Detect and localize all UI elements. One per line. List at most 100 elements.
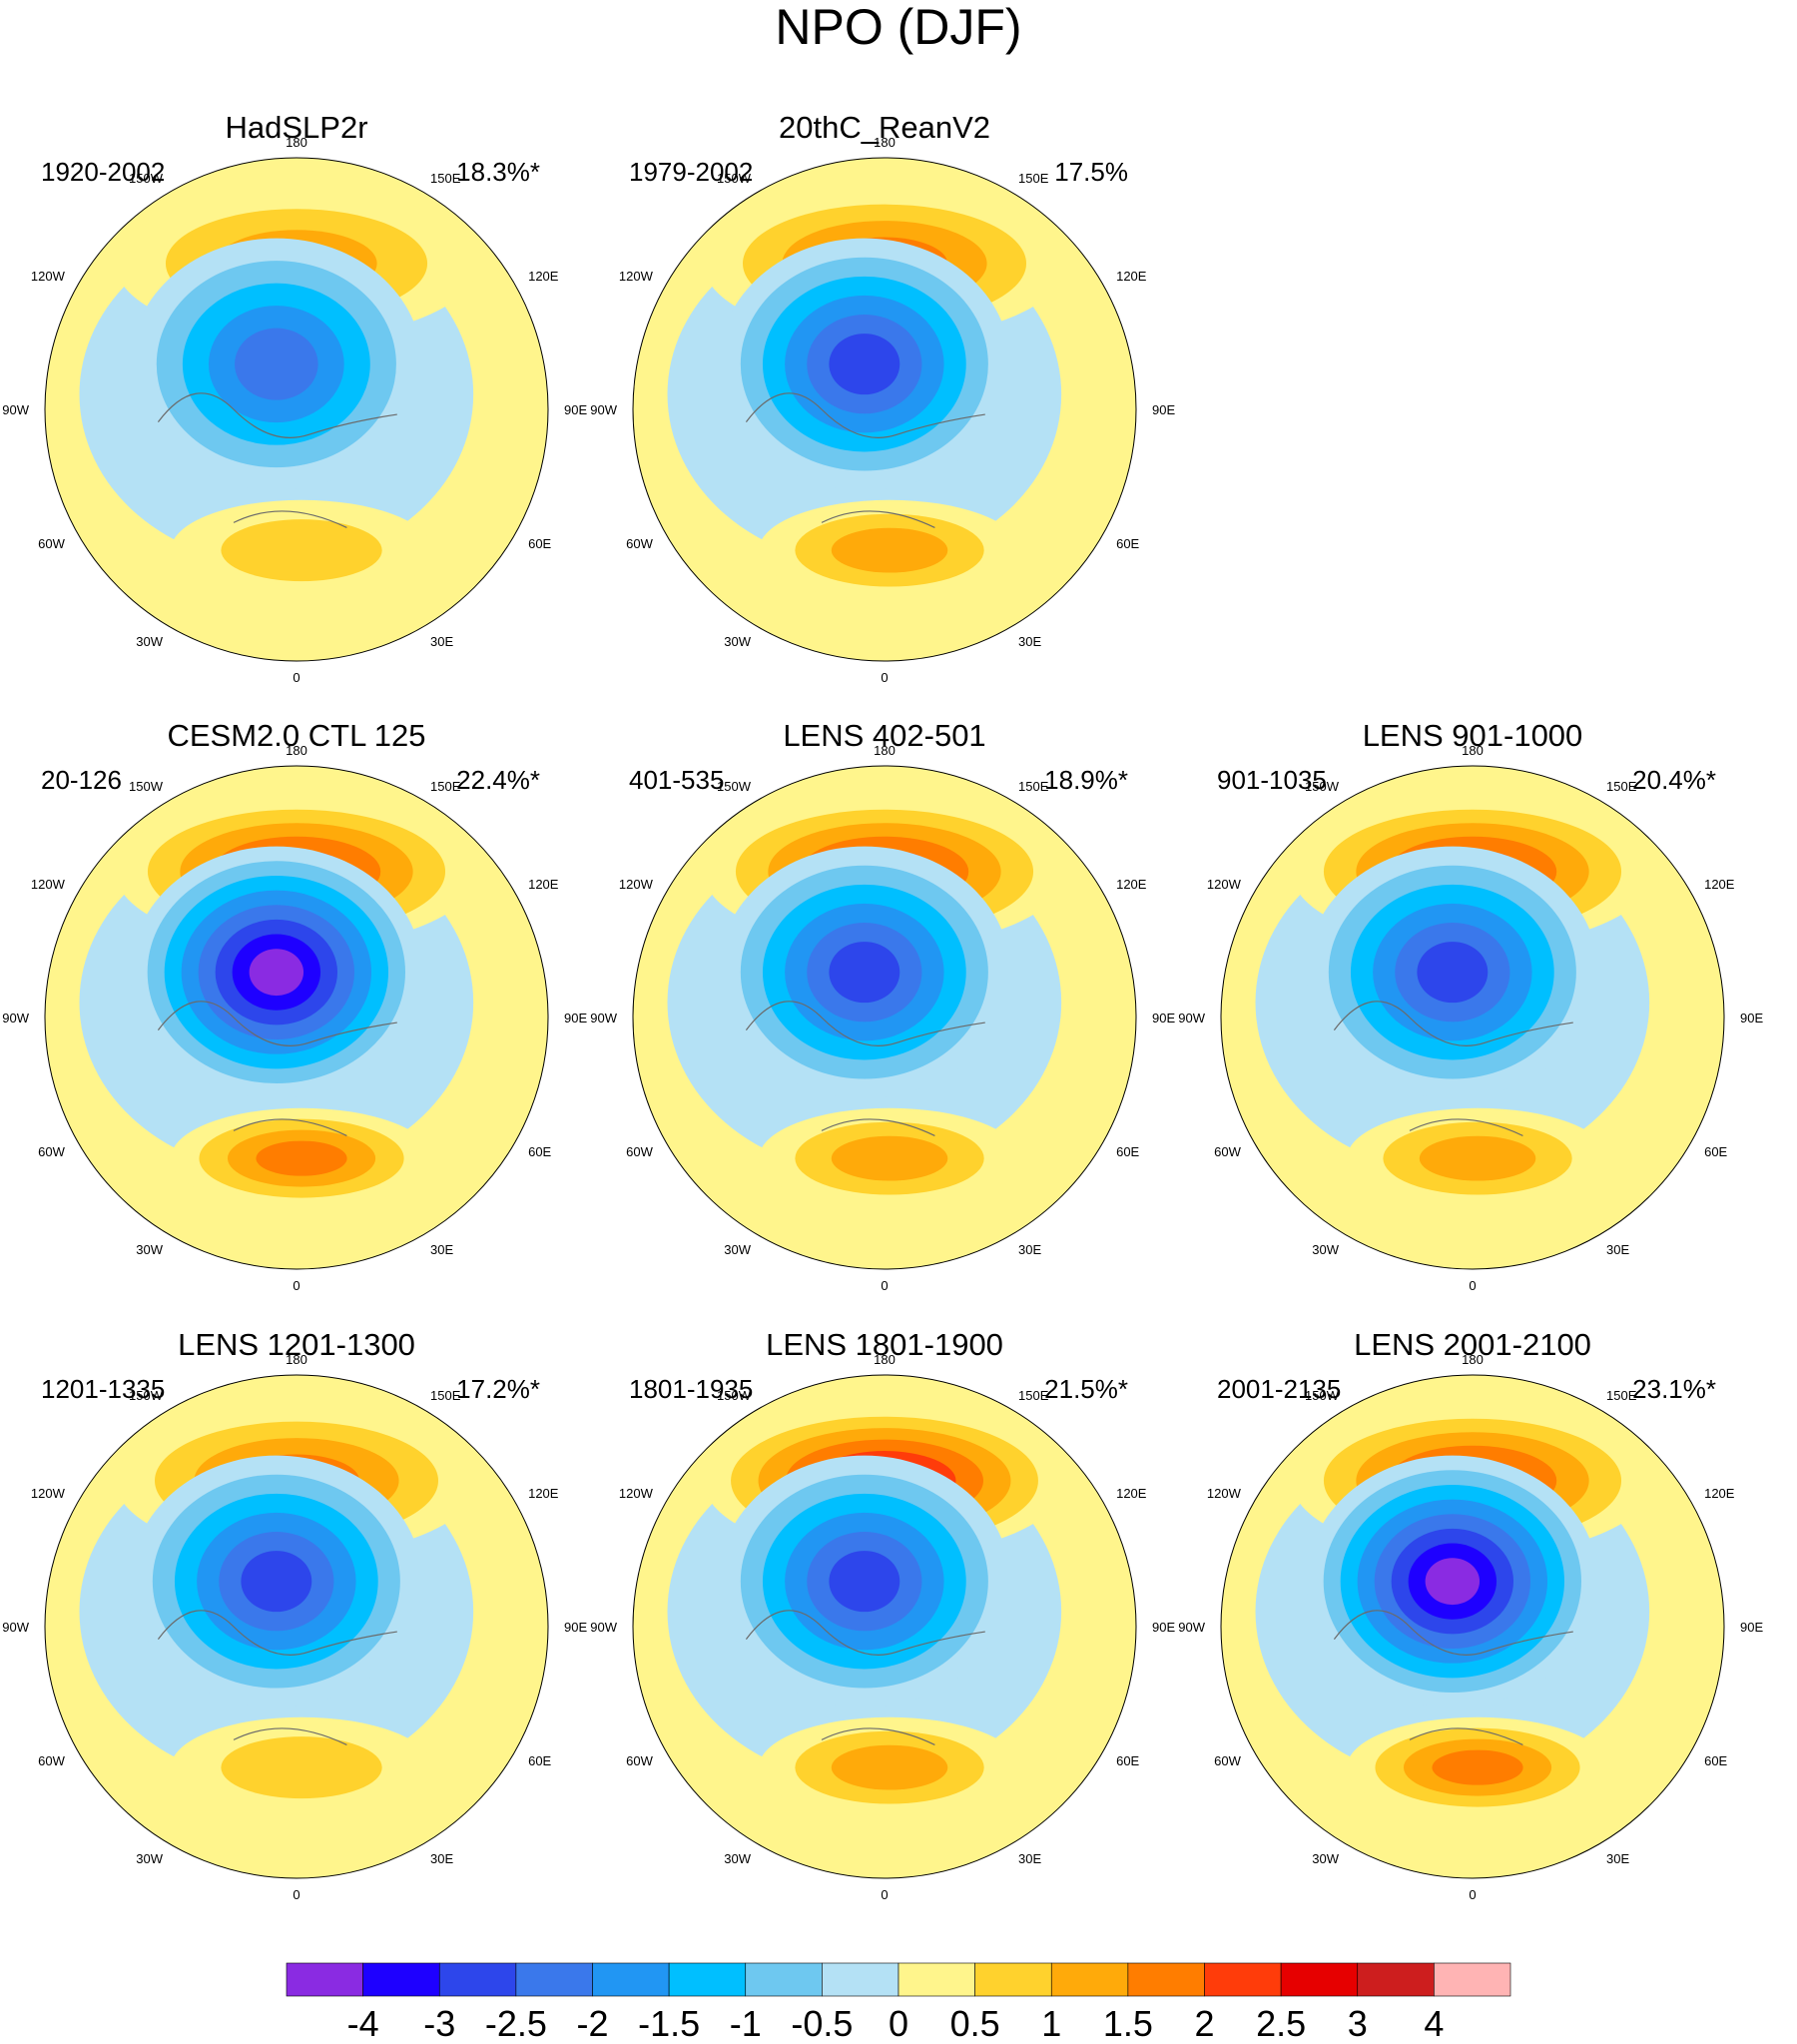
lon-label: 120E [528,877,559,892]
lon-label: 150E [430,1388,461,1403]
map-outline [1220,1374,1725,1879]
lon-label: 90W [590,402,617,417]
colorbar-swatch [592,1962,670,1997]
lon-label: 90W [2,402,29,417]
europe-high-contour [221,519,382,582]
lon-label: 60E [528,1753,551,1768]
lon-label: 180 [286,135,307,150]
colorbar-label: 0 [889,2003,908,2044]
arctic-low-contour [241,1551,312,1613]
colorbar-swatch [515,1962,593,1997]
panel-title: HadSLP2r [225,110,367,145]
map-panel: 20thC_ReanV2 1979-2002 17.5% 180 150E 120E 90E… [590,110,1175,685]
lon-label: 60W [626,1753,653,1768]
panel-period: 1920-2002 [41,157,165,187]
colorbar-swatch [745,1962,823,1997]
colorbar-swatch [1434,1962,1511,1997]
panel-period: 20-126 [41,765,122,795]
lon-label: 180 [874,135,896,150]
figure-title: NPO (DJF) [775,0,1021,55]
lon-label: 90E [564,1620,587,1635]
panel-title: LENS 2001-2100 [1354,1327,1591,1362]
lon-label: 90E [1740,1011,1763,1025]
lon-label: 180 [286,1352,307,1367]
panel-period: 2001-2135 [1217,1374,1341,1404]
lon-label: 0 [293,670,300,685]
lon-label: 90E [1152,1011,1175,1025]
lon-label: 30E [430,1242,453,1257]
lon-label: 30W [1312,1851,1339,1866]
arctic-low-contour [1417,942,1489,1004]
lon-label: 60E [1704,1753,1727,1768]
colorbar-label: -1.5 [638,2003,700,2044]
lon-label: 150W [717,779,752,794]
lon-label: 30E [1606,1242,1629,1257]
lon-label: 120W [619,877,654,892]
lon-label: 90W [2,1011,29,1025]
lon-label: 150W [717,1388,752,1403]
lon-label: 150E [430,171,461,186]
lon-label: 60E [1116,536,1139,551]
colorbar-label: 2 [1194,2003,1214,2044]
map-outline [1220,765,1725,1270]
colorbar-swatch [438,1962,517,1997]
lon-label: 90E [1152,402,1175,417]
map-outline [632,765,1137,1270]
lon-label: 150W [1305,1388,1340,1403]
lon-label: 30W [1312,1242,1339,1257]
map-outline [44,157,549,662]
lon-label: 60E [1704,1144,1727,1159]
lon-label: 150E [1018,779,1049,794]
lon-label: 180 [1462,743,1484,758]
lon-label: 30E [1018,634,1041,649]
lon-label: 120E [1704,1486,1735,1501]
map-panel: LENS 1801-1900 1801-1935 21.5%* 180 150E 120E… [590,1327,1175,1902]
panel-title: LENS 402-501 [783,718,985,753]
coastline [157,1610,397,1745]
lon-label: 180 [286,743,307,758]
lon-label: 90W [2,1620,29,1635]
lon-label: 0 [881,670,888,685]
panel-variance: 20.4%* [1632,765,1716,795]
colorbar-label: 2.5 [1256,2003,1306,2044]
arctic-low-contour [829,942,900,1004]
lon-label: 30W [724,634,751,649]
lon-label: 150E [430,779,461,794]
panel-period: 1801-1935 [629,1374,753,1404]
panel-variance: 18.9%* [1044,765,1128,795]
lon-label: 150W [1305,779,1340,794]
map-panels: HadSLP2r 1920-2002 18.3%* 180 150E 120E 90E 60E… [2,110,1763,1902]
lon-label: 30W [724,1851,751,1866]
lon-label: 90E [1740,1620,1763,1635]
panel-variance: 21.5%* [1044,1374,1128,1404]
map-panel: LENS 2001-2100 2001-2135 23.1%* 180 150E 120E… [1178,1327,1763,1902]
colorbar-label: 1.5 [1103,2003,1153,2044]
europe-high-contour [1432,1749,1523,1785]
colorbar-label: 4 [1424,2003,1444,2044]
lon-label: 90W [590,1620,617,1635]
lon-label: 180 [874,1352,896,1367]
lon-label: 0 [1469,1887,1476,1902]
colorbar: -4 -3 -2.5 -2 -1.5 -1 -0.5 0 0.5 1 1.5 2 2.5 3 4 [286,1962,1511,2044]
lon-label: 90E [564,1011,587,1025]
map-field [45,1375,548,1878]
europe-high-contour [1419,1135,1536,1181]
colorbar-label: -2 [576,2003,608,2044]
coastline [1333,1610,1573,1745]
europe-high-contour [831,1744,948,1790]
lon-label: 150E [1018,1388,1049,1403]
panel-period: 1201-1335 [41,1374,165,1404]
panel-variance: 23.1%* [1632,1374,1716,1404]
lon-label: 60E [528,536,551,551]
colorbar-swatch [1204,1962,1282,1997]
lon-label: 30W [136,1242,163,1257]
lon-label: 60E [1116,1144,1139,1159]
panel-title: LENS 901-1000 [1363,718,1583,753]
lon-label: 30W [136,634,163,649]
lon-label: 120W [619,269,654,284]
lon-label: 120W [31,1486,66,1501]
europe-high-contour [831,1135,948,1181]
arctic-low-contour [235,328,318,400]
colorbar-swatch [974,1962,1052,1997]
colorbar-label: -2.5 [485,2003,547,2044]
